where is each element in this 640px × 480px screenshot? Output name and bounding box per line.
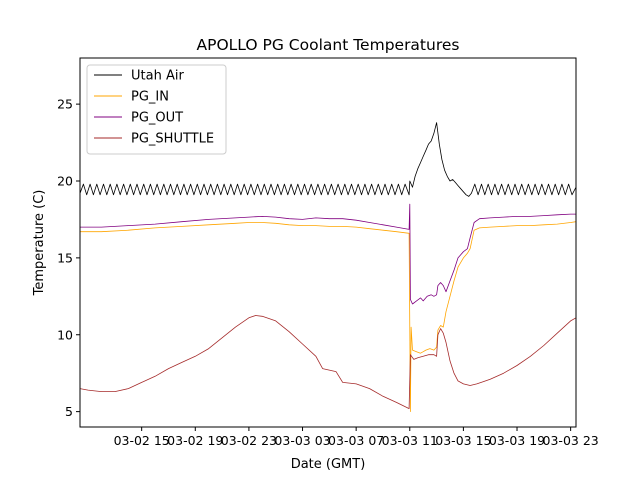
x-tick-label: 03-03 03 xyxy=(274,433,330,448)
y-tick-label: 20 xyxy=(57,174,73,189)
y-tick-label: 15 xyxy=(57,250,73,265)
y-tick-label: 5 xyxy=(65,404,73,419)
legend: Utah Air PG_IN PG_OUT PG_SHUTTLE xyxy=(86,64,227,155)
legend-label: PG_OUT xyxy=(131,111,183,126)
plot-frame xyxy=(79,57,577,428)
x-tick-label: 03-03 19 xyxy=(489,433,545,448)
legend-label: PG_IN xyxy=(131,90,169,105)
x-tick-label: 03-02 19 xyxy=(167,433,223,448)
legend-label: PG_SHUTTLE xyxy=(131,132,214,147)
x-tick-label: 03-02 15 xyxy=(114,433,170,448)
y-tick-label: 25 xyxy=(57,97,73,112)
x-tick-label: 03-03 23 xyxy=(543,433,599,448)
y-tick-label: 10 xyxy=(57,327,73,342)
x-tick-label: 03-03 11 xyxy=(382,433,438,448)
series-line-pg-shuttle xyxy=(79,315,577,409)
legend-box xyxy=(86,64,227,155)
series-layer xyxy=(79,122,577,412)
series-line-pg-in xyxy=(80,221,577,412)
x-axis-label: Date (GMT) xyxy=(291,457,366,472)
series-line-utah-air xyxy=(79,122,577,197)
legend-label: Utah Air xyxy=(131,69,184,84)
x-tick-label: 03-02 23 xyxy=(221,433,277,448)
x-tick-label: 03-03 07 xyxy=(328,433,384,448)
chart-title: APOLLO PG Coolant Temperatures xyxy=(197,36,460,54)
y-axis-label: Temperature (C) xyxy=(32,190,47,297)
series-line-pg-out xyxy=(80,203,576,305)
x-tick-label: 03-03 15 xyxy=(435,433,491,448)
